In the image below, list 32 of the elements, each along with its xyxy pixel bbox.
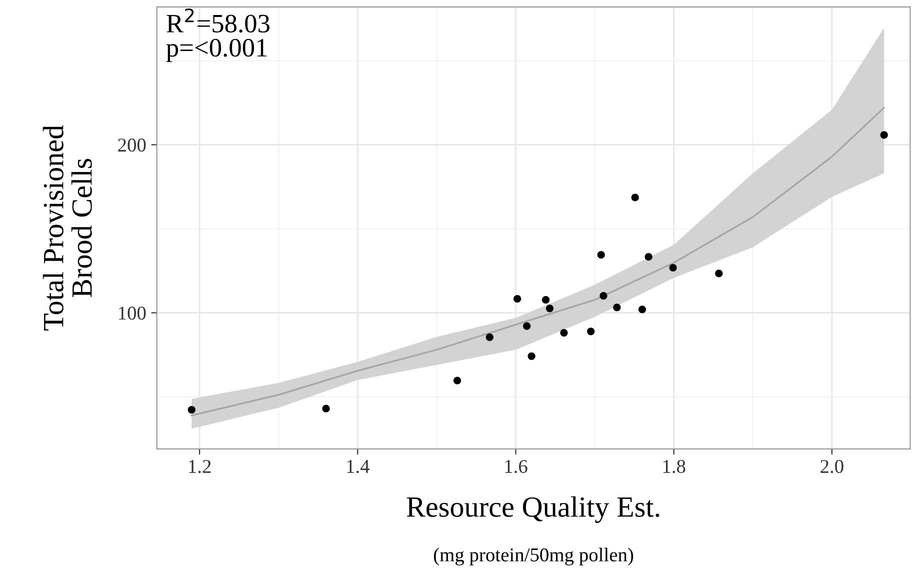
point: [669, 264, 677, 272]
point: [486, 333, 494, 341]
y-tick-label: 100: [118, 306, 146, 320]
y-tick-label: 200: [118, 138, 146, 152]
point: [542, 296, 550, 304]
point: [597, 251, 605, 259]
x-tick-label: 1.2: [189, 460, 211, 474]
point: [514, 295, 522, 303]
y-axis-title: Total Provisioned Brood Cells: [42, 125, 92, 330]
x-tick-label: 1.8: [663, 460, 686, 474]
point: [322, 404, 330, 412]
point: [523, 322, 531, 330]
point: [453, 376, 462, 384]
annotation: R$^{2}$=58.03 p=<0.001: [166, 8, 270, 62]
x-axis-title: Resource Quality Est.: [406, 496, 660, 523]
point: [587, 328, 595, 336]
line-series: [190, 106, 885, 416]
text: (mg protein/50mg pollen): [434, 548, 634, 566]
point: [613, 304, 621, 312]
x-tick-label: 2.0: [820, 460, 844, 474]
point: [631, 194, 639, 202]
point: [528, 352, 536, 360]
point: [715, 270, 723, 278]
point: [546, 304, 554, 312]
x-tick-label: 1.6: [505, 460, 528, 474]
point: [644, 253, 652, 261]
point: [638, 306, 646, 314]
point: [880, 131, 888, 139]
point: [560, 328, 568, 337]
x-tick-label: 1.4: [347, 460, 370, 474]
point: [600, 292, 608, 300]
point: [188, 406, 196, 414]
